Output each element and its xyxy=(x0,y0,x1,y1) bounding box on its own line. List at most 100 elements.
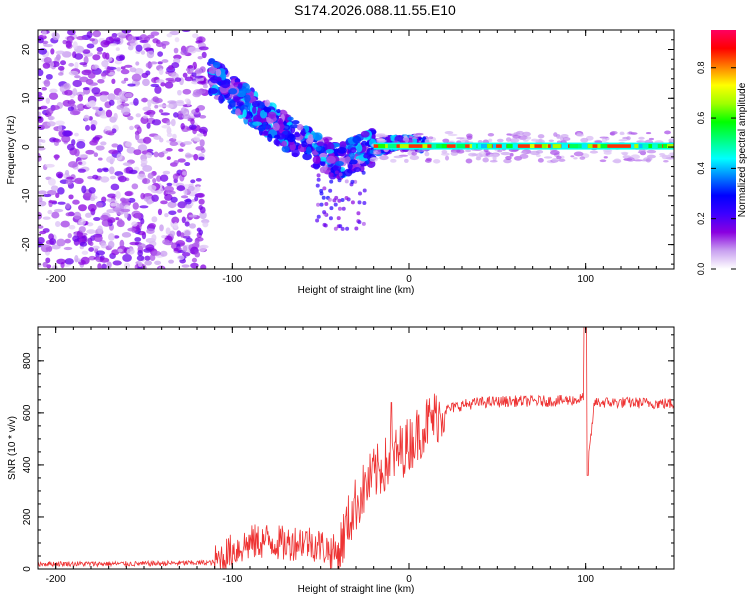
band-cell xyxy=(348,159,358,165)
snr-x-label: Height of straight line (km) xyxy=(298,584,415,595)
band-cell xyxy=(261,116,267,124)
noise-cell xyxy=(191,257,198,263)
noise-cell xyxy=(81,250,89,255)
band-cell xyxy=(358,191,363,196)
noise-cell xyxy=(202,84,208,89)
noise-cell xyxy=(135,44,143,52)
noise-cell xyxy=(153,151,159,158)
noise-cell xyxy=(141,72,149,79)
noise-cell xyxy=(85,212,92,218)
noise-cell xyxy=(158,266,164,269)
noise-cell xyxy=(150,31,160,36)
noise-cell xyxy=(124,92,133,98)
noise-cell xyxy=(120,69,130,75)
faint-cell xyxy=(664,130,671,135)
noise-cell xyxy=(151,194,159,202)
band-cell xyxy=(289,124,299,129)
band-cell xyxy=(344,156,351,163)
spectrogram-x-label: Height of straight line (km) xyxy=(298,285,415,296)
noise-cell xyxy=(188,214,198,218)
faint-cell xyxy=(573,157,578,160)
noise-cell xyxy=(134,68,144,75)
noise-cell xyxy=(172,133,177,140)
noise-cell xyxy=(132,202,139,210)
noise-cell xyxy=(108,149,118,154)
noise-cell xyxy=(137,266,143,269)
noise-cell xyxy=(145,62,153,69)
noise-cell xyxy=(137,173,147,180)
noise-cell xyxy=(100,242,107,249)
noise-cell xyxy=(137,144,148,152)
noise-cell xyxy=(180,50,189,56)
faint-cell xyxy=(531,138,539,142)
noise-cell xyxy=(160,112,170,116)
faint-cell xyxy=(373,150,378,153)
band-cell xyxy=(353,167,361,173)
noise-cell xyxy=(95,250,106,256)
noise-cell xyxy=(89,100,97,107)
noise-cell xyxy=(82,49,91,54)
noise-cell xyxy=(121,80,127,84)
noise-cell xyxy=(45,73,53,80)
band-cell xyxy=(293,132,301,138)
noise-cell xyxy=(115,190,121,199)
noise-cell xyxy=(55,171,64,178)
noise-cell xyxy=(38,153,41,162)
noise-cell xyxy=(182,72,188,78)
faint-cell xyxy=(537,158,544,163)
tone-segment xyxy=(378,144,386,149)
band-cell xyxy=(260,109,268,119)
noise-cell xyxy=(95,202,103,208)
noise-cell xyxy=(157,51,164,57)
noise-cell xyxy=(99,91,109,96)
noise-cell xyxy=(48,92,59,100)
faint-cell xyxy=(375,133,381,138)
band-cell xyxy=(344,196,349,201)
faint-cell xyxy=(447,133,458,137)
noise-cell xyxy=(120,208,131,213)
noise-cell xyxy=(97,263,102,269)
tone-segment xyxy=(552,144,561,149)
band-cell xyxy=(363,153,370,159)
noise-cell xyxy=(78,226,86,233)
faint-cell xyxy=(428,136,434,140)
x-tick-label: 100 xyxy=(577,274,594,285)
band-cell xyxy=(336,146,347,154)
faint-cell xyxy=(408,139,414,144)
noise-cell xyxy=(87,175,94,180)
noise-cell xyxy=(89,197,96,202)
noise-cell xyxy=(160,82,166,87)
band-cell xyxy=(349,147,357,154)
band-cell xyxy=(336,216,341,221)
noise-cell xyxy=(165,148,173,152)
y-tick-label: 400 xyxy=(22,456,33,473)
faint-cell xyxy=(522,139,529,142)
noise-cell xyxy=(106,261,112,269)
noise-cell xyxy=(139,34,148,42)
noise-cell xyxy=(131,183,139,190)
noise-cell xyxy=(126,248,135,255)
band-cell xyxy=(320,161,326,167)
noise-cell xyxy=(67,106,75,112)
noise-cell xyxy=(102,51,107,59)
noise-cell xyxy=(81,185,87,194)
noise-cell xyxy=(69,99,75,107)
band-cell xyxy=(322,222,327,227)
noise-cell xyxy=(202,221,209,228)
band-cell xyxy=(228,88,238,95)
colorbar-tick-label: 0.8 xyxy=(696,61,706,74)
faint-cell xyxy=(450,151,458,156)
noise-cell xyxy=(165,227,171,235)
noise-cell xyxy=(139,40,149,44)
noise-cell xyxy=(159,250,168,257)
tone-segment xyxy=(569,144,578,149)
noise-cell xyxy=(169,230,176,237)
noise-cell xyxy=(55,120,65,126)
faint-cell xyxy=(548,139,555,143)
noise-cell xyxy=(93,216,101,221)
noise-cell xyxy=(108,72,116,76)
noise-cell xyxy=(173,112,179,118)
noise-cell xyxy=(93,234,103,243)
noise-cell xyxy=(190,179,196,184)
band-cell xyxy=(328,216,333,221)
